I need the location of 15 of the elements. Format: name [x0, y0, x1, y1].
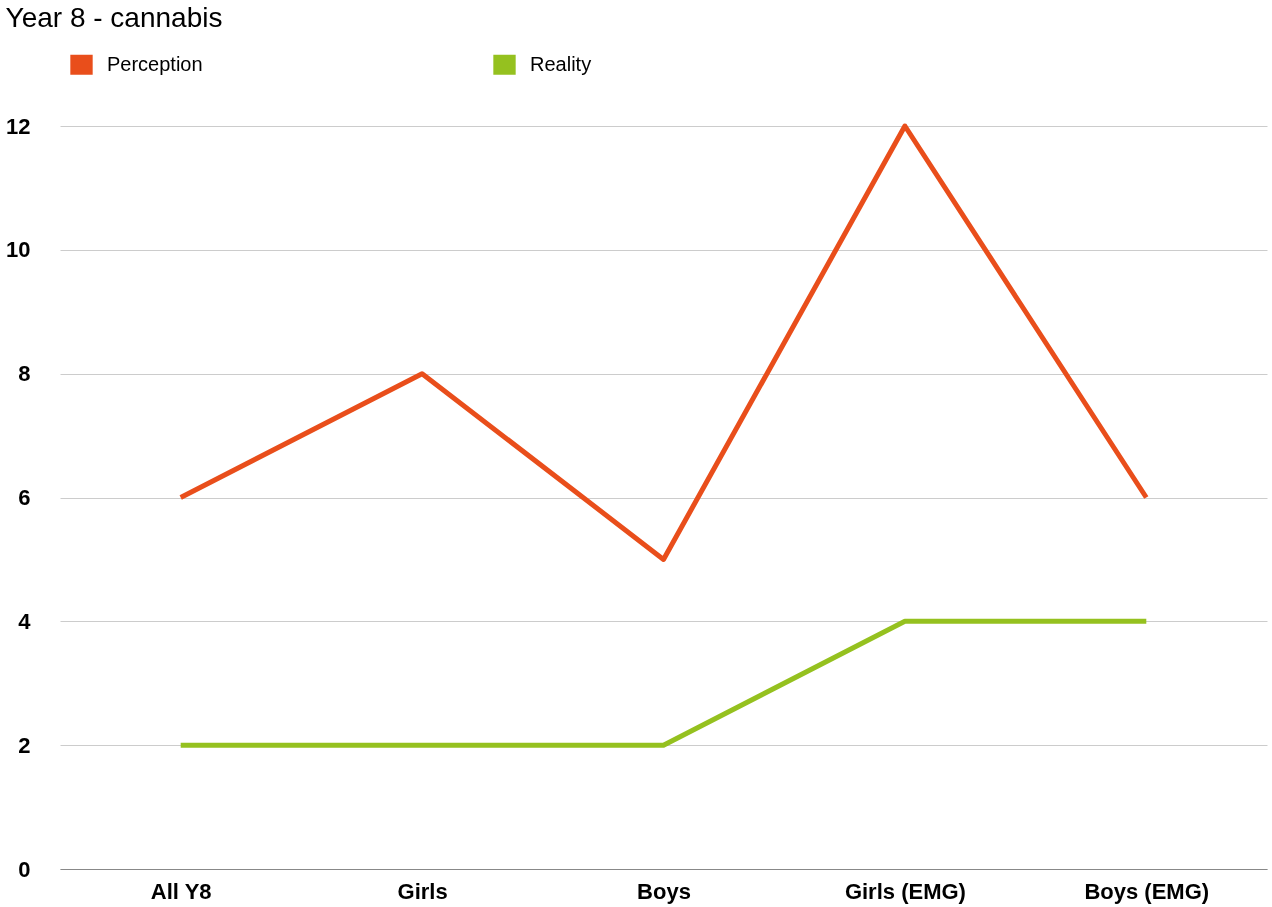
y-tick-label: 8 [18, 361, 31, 387]
x-tick-label: Boys [637, 878, 691, 904]
y-tick-label: 0 [18, 856, 31, 882]
y-tick-label: 4 [18, 608, 32, 634]
x-tick-label: Girls (EMG) [844, 878, 966, 904]
x-tick-label: Girls [397, 878, 448, 904]
y-tick-label: 2 [18, 732, 31, 758]
y-tick-label: 6 [18, 485, 31, 510]
y-tick-label: 12 [6, 113, 31, 139]
legend-label: Reality [530, 52, 592, 75]
y-tick-label: 10 [6, 237, 31, 263]
x-tick-label: Boys (EMG) [1084, 878, 1210, 904]
legend-label: Perception [107, 52, 203, 75]
x-tick-label: All Y8 [150, 878, 212, 904]
chart-title: Year 8 - cannabis [5, 2, 223, 33]
